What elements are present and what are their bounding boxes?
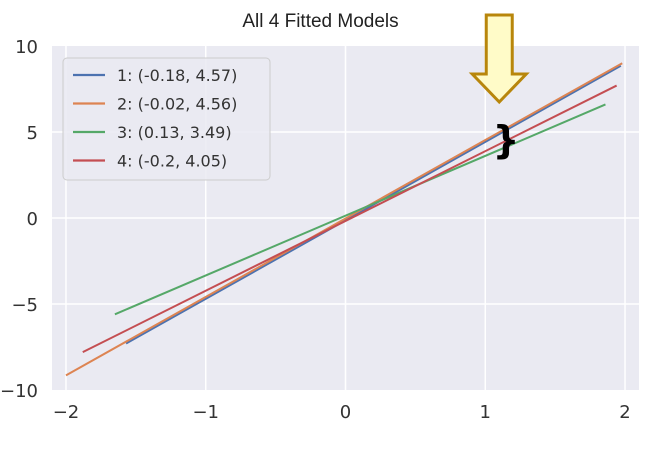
x-tick-label: 1 <box>480 402 491 423</box>
series-line-4 <box>82 84 618 354</box>
y-tick-labels: −10 −5 0 5 10 <box>0 37 38 402</box>
legend-entry: 4: (-0.2, 4.05) <box>117 152 227 171</box>
x-tick-label: −2 <box>53 402 80 423</box>
y-tick-label: 0 <box>27 209 38 230</box>
legend-entry: 3: (0.13, 3.49) <box>117 123 232 142</box>
x-tick-label: 0 <box>340 402 351 423</box>
down-arrow-icon <box>468 13 530 105</box>
brace-mark: } <box>492 118 519 162</box>
series-line-2 <box>65 62 623 377</box>
series-line-3 <box>114 103 606 316</box>
x-tick-labels: −2 −1 0 1 2 <box>53 402 631 423</box>
y-tick-label: −5 <box>11 295 38 316</box>
y-tick-label: −10 <box>0 381 38 402</box>
series-lines <box>65 62 623 377</box>
x-tick-label: 2 <box>619 402 630 423</box>
y-tick-label: 5 <box>27 123 38 144</box>
legend-entry: 1: (-0.18, 4.57) <box>117 66 237 85</box>
legend: 1: (-0.18, 4.57) 2: (-0.02, 4.56) 3: (0.13… <box>62 57 271 181</box>
chart-title: All 4 Fitted Models <box>242 11 398 32</box>
annotations: } <box>468 13 530 162</box>
y-tick-label: 10 <box>15 37 38 58</box>
legend-entry: 2: (-0.02, 4.56) <box>117 95 237 114</box>
x-tick-label: −1 <box>192 402 219 423</box>
legend-box <box>62 57 271 181</box>
